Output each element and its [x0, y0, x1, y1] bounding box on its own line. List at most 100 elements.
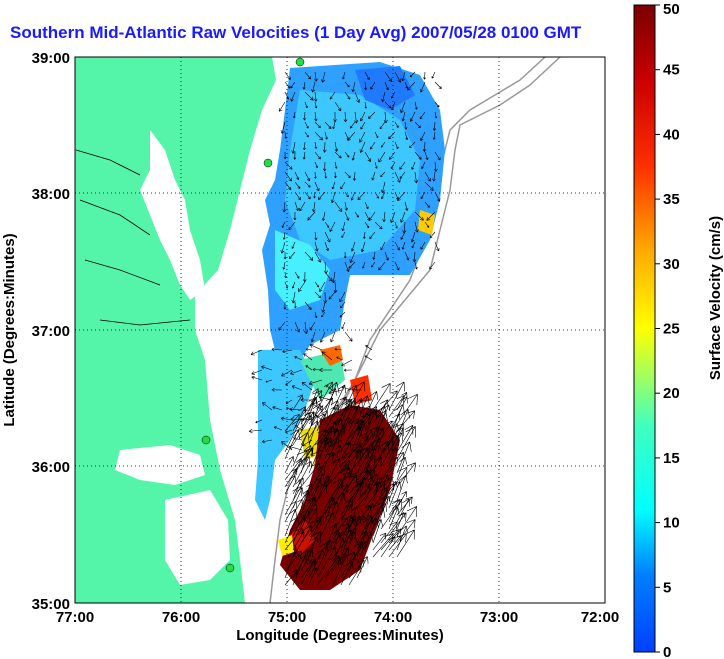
velocity-arrow — [303, 353, 313, 361]
velocity-arrow — [292, 456, 311, 488]
x-tick-label: 72:00 — [581, 609, 619, 626]
velocity-arrow — [379, 121, 386, 130]
velocity-arrow — [432, 171, 436, 182]
velocity-arrow — [356, 481, 378, 509]
velocity-arrow — [364, 201, 369, 210]
velocity-arrow — [284, 181, 292, 191]
velocity-arrow — [374, 131, 379, 139]
velocity-arrow — [332, 554, 349, 586]
velocity-arrow — [303, 321, 309, 335]
velocity-arrow — [388, 151, 396, 160]
velocity-arrow — [324, 171, 328, 179]
velocity-arrow — [396, 393, 418, 425]
velocity-arrow — [285, 429, 293, 434]
velocity-arrow — [284, 551, 297, 579]
velocity-arrow — [364, 409, 377, 439]
velocity-arrow — [424, 171, 431, 182]
velocity-arrow — [316, 546, 336, 579]
velocity-arrow — [278, 101, 286, 112]
velocity-arrow — [394, 171, 401, 183]
velocity-arrow — [364, 391, 378, 418]
velocity-arrow — [308, 567, 318, 586]
velocity-arrow — [291, 385, 303, 391]
x-tick-label: 74:00 — [374, 609, 412, 626]
velocity-arrow — [401, 71, 406, 82]
velocity-arrow — [388, 447, 398, 467]
velocity-arrow — [360, 241, 366, 253]
x-axis-label: Longitude (Degrees:Minutes) — [236, 627, 444, 644]
colorbar-label: Surface Velocity (cm/s) — [707, 216, 724, 380]
velocity-arrow — [396, 425, 414, 453]
velocity-arrow — [283, 151, 287, 160]
velocity-arrow — [434, 161, 438, 172]
velocity-arrow — [304, 121, 309, 129]
velocity-arrow — [340, 400, 357, 432]
velocity-arrow — [336, 356, 343, 361]
velocity-arrow — [292, 525, 312, 558]
velocity-arrow — [414, 211, 424, 221]
velocity-arrow — [397, 191, 406, 201]
velocity-arrow — [396, 410, 416, 432]
velocity-arrow — [284, 81, 291, 89]
velocity-arrow — [434, 101, 440, 108]
velocity-arrow — [351, 151, 356, 161]
velocity-arrow — [378, 151, 386, 163]
velocity-arrow — [396, 496, 413, 516]
velocity-arrow — [261, 365, 273, 371]
hf-radar-site — [263, 158, 273, 168]
velocity-arrow — [368, 111, 376, 119]
velocity-arrow — [422, 141, 427, 152]
velocity-arrow — [262, 402, 273, 411]
velocity-arrow — [284, 516, 299, 544]
velocity-arrow — [284, 475, 296, 495]
y-axis-label: Latitude (Degrees:Minutes) — [1, 233, 18, 426]
velocity-arrow — [300, 492, 311, 516]
velocity-arrow — [324, 131, 328, 140]
velocity-arrow — [431, 71, 436, 79]
map-area — [75, 57, 605, 603]
velocity-arrow — [334, 347, 343, 351]
colorbar — [633, 4, 656, 653]
velocity-arrow — [341, 321, 346, 330]
velocity-arrow — [380, 171, 386, 178]
velocity-arrow — [396, 408, 410, 439]
velocity-arrow — [394, 121, 399, 128]
velocity-arrow — [319, 331, 326, 343]
velocity-arrow — [380, 434, 400, 467]
velocity-arrow — [364, 355, 373, 361]
velocity-arrow — [292, 479, 303, 502]
velocity-arrow — [364, 101, 368, 109]
velocity-arrow — [348, 540, 364, 572]
velocity-arrow — [314, 101, 318, 109]
velocity-arrow — [332, 121, 336, 130]
velocity-arrow — [380, 529, 399, 551]
velocity-arrow — [340, 551, 356, 579]
plot-frame — [74, 56, 606, 604]
velocity-arrow — [404, 121, 408, 130]
velocity-arrow — [420, 191, 426, 200]
velocity-arrow — [404, 251, 410, 261]
velocity-arrow — [324, 221, 330, 228]
velocity-arrow — [302, 81, 306, 90]
velocity-arrow — [364, 476, 374, 495]
velocity-arrow — [284, 271, 287, 279]
velocity-arrow — [282, 201, 287, 213]
velocity-arrow — [331, 181, 336, 190]
velocity-arrow — [342, 71, 346, 80]
velocity-arrow — [251, 375, 263, 381]
velocity-arrow — [340, 498, 353, 523]
velocity-arrow — [316, 478, 333, 502]
velocity-arrow — [324, 241, 329, 252]
velocity-arrow — [371, 171, 376, 181]
velocity-arrow — [348, 404, 361, 432]
velocity-arrow — [411, 241, 416, 249]
velocity-arrow — [283, 301, 287, 310]
velocity-arrow — [288, 251, 296, 259]
velocity-arrow — [380, 404, 391, 425]
chart-title: Southern Mid-Atlantic Raw Velocities (1 … — [10, 23, 582, 42]
colorbar-tick-label: 35 — [663, 191, 680, 208]
velocity-arrow — [380, 521, 398, 544]
velocity-arrow — [282, 349, 293, 354]
velocity-arrow — [273, 426, 283, 431]
